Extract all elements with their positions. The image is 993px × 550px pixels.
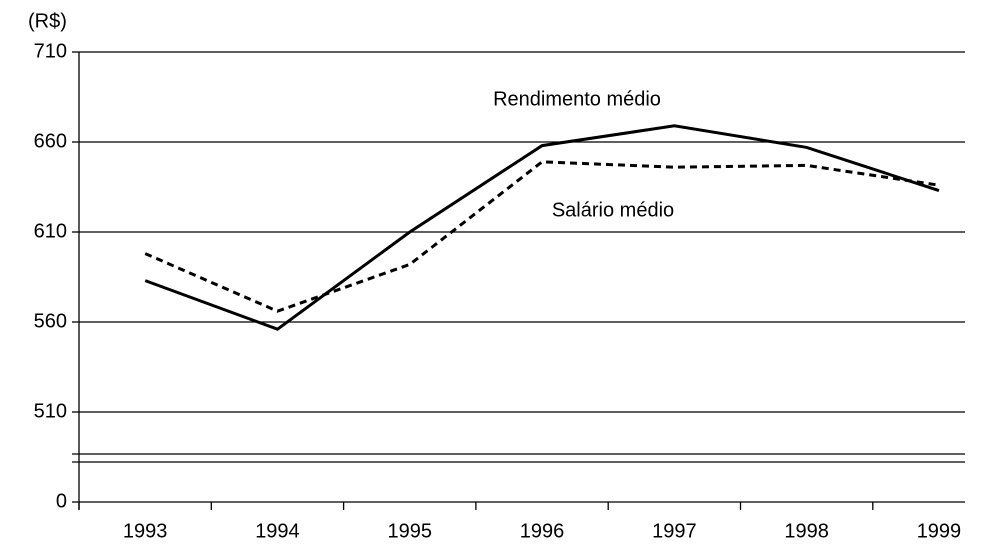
y-tick-label: 0 xyxy=(56,490,67,512)
series-label: Rendimento médio xyxy=(493,88,661,110)
x-tick-label: 1993 xyxy=(123,520,168,542)
y-tick-label: 710 xyxy=(34,40,67,62)
series-line xyxy=(144,124,940,331)
y-tick-label: 610 xyxy=(34,220,67,242)
x-tick-label: 1999 xyxy=(917,520,962,542)
y-tick-label: 660 xyxy=(34,130,67,152)
y-tick-label: 510 xyxy=(34,400,67,422)
x-tick-label: 1997 xyxy=(652,520,697,542)
x-tick-label: 1995 xyxy=(388,520,433,542)
y-unit-label: (R$) xyxy=(28,10,67,32)
series-label: Salário médio xyxy=(552,199,674,221)
y-tick-label: 560 xyxy=(34,310,67,332)
x-tick-label: 1996 xyxy=(520,520,565,542)
series-line xyxy=(144,160,940,313)
x-tick-label: 1998 xyxy=(784,520,829,542)
x-tick-label: 1994 xyxy=(255,520,300,542)
